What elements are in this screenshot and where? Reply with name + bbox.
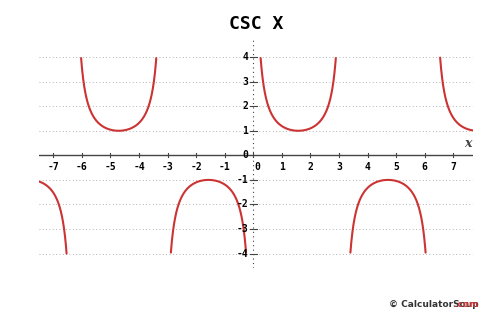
Text: 4: 4 (365, 162, 370, 172)
Text: 3: 3 (336, 162, 342, 172)
Text: 3: 3 (243, 77, 248, 87)
Text: -3: -3 (237, 224, 248, 234)
Text: 1: 1 (279, 162, 285, 172)
Text: © CalculatorSoup: © CalculatorSoup (388, 300, 478, 309)
Text: .com: .com (401, 300, 478, 309)
Text: -4: -4 (237, 249, 248, 259)
Text: 0: 0 (243, 150, 248, 160)
Text: -2: -2 (237, 199, 248, 209)
Text: -1: -1 (219, 162, 231, 172)
Text: -1: -1 (237, 175, 248, 185)
Text: 4: 4 (243, 52, 248, 62)
Text: -6: -6 (76, 162, 88, 172)
Text: 7: 7 (450, 162, 456, 172)
Text: -2: -2 (190, 162, 202, 172)
Text: -3: -3 (162, 162, 174, 172)
Text: 1: 1 (243, 126, 248, 136)
Text: x: x (465, 137, 472, 150)
Text: 5: 5 (393, 162, 399, 172)
Text: -4: -4 (133, 162, 145, 172)
Text: -7: -7 (47, 162, 59, 172)
Text: 0: 0 (255, 162, 261, 172)
Title: CSC X: CSC X (229, 15, 284, 33)
Text: 6: 6 (422, 162, 427, 172)
Text: -5: -5 (104, 162, 116, 172)
Text: 2: 2 (307, 162, 313, 172)
Text: 2: 2 (243, 101, 248, 111)
